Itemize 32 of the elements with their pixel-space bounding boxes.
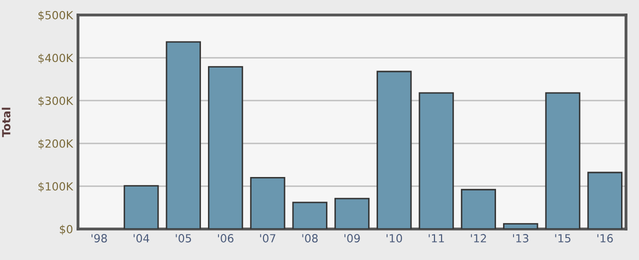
x-tick-label: '09: [344, 234, 360, 242]
bar: [334, 198, 370, 229]
bar: [503, 223, 538, 229]
y-tick-label: $0: [60, 224, 72, 235]
x-tick-label: '07: [260, 234, 276, 242]
y-tick-label: $500K: [38, 10, 74, 21]
y-tick-label: $300K: [38, 96, 74, 106]
bar: [208, 66, 244, 229]
x-tick-label: '15: [555, 234, 570, 242]
bar: [292, 202, 328, 229]
bar: [166, 41, 201, 229]
bar: [587, 172, 622, 229]
x-tick-label: '05: [176, 234, 192, 242]
bar: [250, 176, 286, 229]
x-tick-label: '98: [92, 234, 107, 242]
x-tick-label: '06: [218, 234, 234, 242]
y-tick-label: $400K: [38, 54, 74, 64]
bar: [545, 92, 580, 229]
x-tick-label: '11: [428, 234, 444, 242]
y-tick-label: $200K: [38, 139, 74, 150]
x-tick-label: '13: [513, 234, 528, 242]
x-tick-label: '08: [302, 234, 318, 242]
bar: [124, 185, 159, 229]
x-tick-label: '16: [597, 234, 613, 242]
y-tick-label: $100K: [38, 182, 74, 192]
y-axis-title: Total: [2, 108, 10, 138]
x-tick-label: '10: [386, 234, 402, 242]
bar: [418, 92, 454, 229]
x-tick-label: '04: [134, 234, 150, 242]
bar: [460, 188, 496, 229]
x-tick-label: '12: [470, 234, 486, 242]
bar: [376, 70, 412, 229]
